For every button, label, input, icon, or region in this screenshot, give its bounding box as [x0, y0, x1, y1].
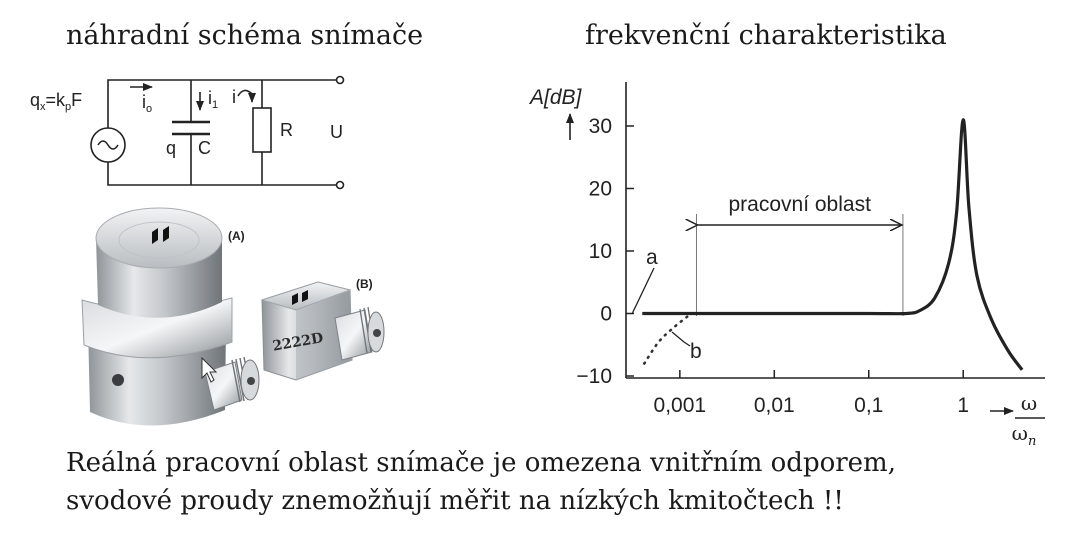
terminal-top — [335, 75, 345, 85]
annotation-a-leader — [631, 267, 655, 315]
caption-line-1: Reálná pracovní oblast snímače je omezen… — [66, 448, 896, 478]
series-main-line — [642, 118, 1024, 371]
label-i1: i — [208, 88, 212, 108]
y-tick-group: 30 20 10 0 −10 — [576, 115, 634, 388]
source-q-sub: x — [40, 101, 46, 113]
label-i: i — [232, 87, 236, 107]
svg-text:io: io — [142, 92, 152, 115]
annotation-a: a — [646, 246, 658, 269]
x-label-numerator: ω — [1021, 391, 1037, 415]
x-tick-label: 1 — [957, 394, 969, 417]
x-tick-group: 0,001 0,01 0,1 1 — [654, 370, 969, 417]
ac-source-icon — [90, 127, 126, 163]
caption-line-2: svodové proudy znemožňují měřit na nízký… — [66, 486, 844, 516]
sensor-a — [81, 207, 260, 426]
y-tick-label: 30 — [589, 115, 612, 138]
label-i1-sub: 1 — [212, 99, 218, 111]
sensor-b-label: (B) — [356, 277, 373, 291]
label-i0-sub: o — [146, 103, 152, 115]
source-p-sub: p — [65, 101, 71, 113]
bottom-wire — [107, 162, 338, 186]
source-F: F — [71, 90, 82, 110]
sine-wave-icon — [97, 140, 119, 150]
sensor-a-label: (A) — [228, 229, 245, 243]
circuit-labels: qx=kpF io i1 i q C R U — [30, 87, 343, 158]
y-axis-label-text: A[dB] — [528, 86, 583, 109]
label-i0: i — [142, 92, 146, 112]
y-tick-label: 20 — [589, 178, 612, 201]
x-label-den-text: ω — [1012, 421, 1028, 445]
sensor-photo: 2222D (A) (B) — [81, 207, 385, 426]
source-q: q — [30, 90, 40, 110]
x-label-den-sub: n — [1028, 434, 1036, 449]
x-tick-label: 0,1 — [854, 394, 883, 417]
svg-text:qx=kpF: qx=kpF — [30, 90, 82, 113]
annotation-b-leader — [671, 331, 691, 347]
working-region: pracovní oblast — [696, 193, 902, 316]
series-leakage-line — [643, 315, 689, 365]
region-label: pracovní oblast — [728, 193, 871, 216]
circuit-title: náhradní schéma snímače — [66, 20, 424, 51]
terminal-bottom — [335, 180, 345, 190]
source-eq: =k — [46, 90, 67, 110]
sensor-b: 2222D — [260, 281, 385, 381]
svg-text:i1: i1 — [208, 88, 218, 111]
x-tick-label: 0,01 — [754, 394, 795, 417]
y-tick-label: 0 — [600, 303, 612, 326]
mouse-cursor-icon — [201, 356, 218, 383]
frequency-chart: 30 20 10 0 −10 0,001 0,01 0,1 1 A[dB] pracovní … — [528, 82, 1045, 449]
resistor-icon — [252, 107, 272, 153]
label-cap-q: q — [166, 138, 176, 158]
y-tick-label: 10 — [589, 240, 612, 263]
equivalent-circuit — [90, 75, 345, 190]
x-label-denominator: ωn — [1012, 421, 1037, 449]
i-arrow-icon — [237, 89, 256, 103]
y-tick-label: −10 — [576, 365, 612, 388]
label-R: R — [280, 120, 293, 140]
x-tick-label: 0,001 — [654, 394, 707, 417]
y-axis-label: A[dB] — [528, 86, 583, 109]
label-cap-C: C — [198, 138, 211, 158]
annotation-b: b — [690, 340, 702, 363]
label-U: U — [330, 122, 343, 142]
chart-title: frekvenční charakteristika — [585, 20, 947, 51]
